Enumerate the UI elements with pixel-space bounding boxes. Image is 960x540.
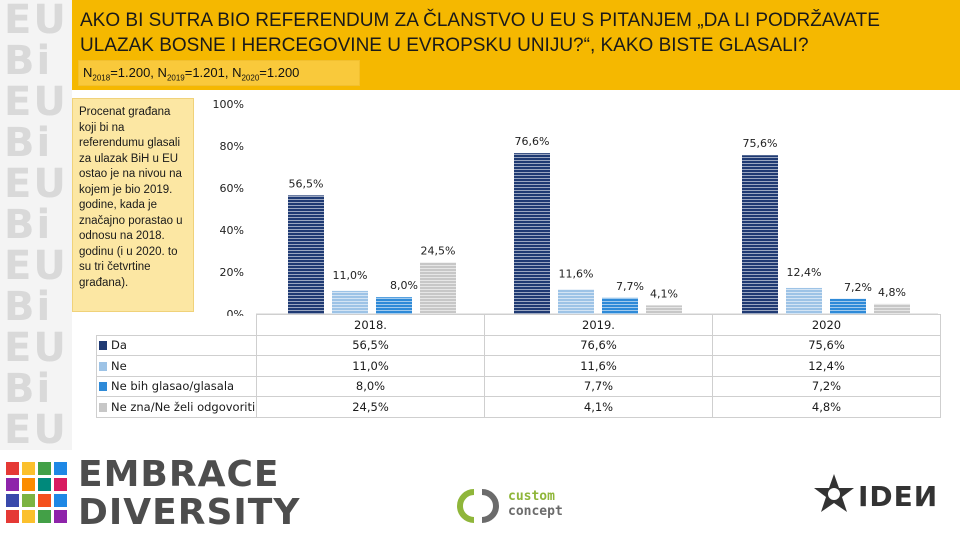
table-cell: 56,5%: [256, 334, 485, 356]
data-label: 11,6%: [559, 268, 594, 281]
series-name: Da: [111, 338, 127, 353]
bar-stripe: [376, 297, 412, 314]
data-label: 11,0%: [333, 269, 368, 282]
strip-glyph: Bi: [4, 366, 53, 412]
bar-stripe: [874, 303, 910, 314]
series-label: Da: [96, 334, 257, 356]
table-cell: 24,5%: [256, 396, 485, 418]
y-tick-label: 100%: [213, 98, 244, 111]
table-row: Ne zna/Ne želi odgovoriti 24,5% 4,1% 4,8%: [96, 396, 941, 418]
sample-size-2019: N2019=1.201,: [157, 65, 233, 83]
data-table: 2018. 2019. 2020 Da 56,5% 76,6% 75,6% Ne 11,0…: [96, 314, 941, 418]
summary-note: Procenat građana koji bi na referendumu …: [72, 98, 194, 312]
bar-stripe: [558, 289, 594, 314]
table-cell: 7,2%: [712, 375, 941, 397]
table-cell: 8,0%: [256, 375, 485, 397]
sample-size-2020: N2020=1.200: [232, 65, 300, 83]
strip-glyph: EU: [4, 407, 68, 450]
data-label: 12,4%: [787, 266, 822, 279]
y-tick-label: 20%: [220, 266, 244, 279]
table-cell: 11,0%: [256, 355, 485, 377]
series-name: Ne: [111, 358, 127, 373]
y-tick-label: 40%: [220, 224, 244, 237]
data-label: 75,6%: [743, 137, 778, 150]
iden-text: IDEИ: [858, 480, 939, 513]
strip-glyph: EU: [4, 325, 68, 371]
legend-key: [99, 402, 107, 412]
bar-stripe: [514, 153, 550, 314]
bar-stripe: [420, 262, 456, 314]
strip-glyph: EU: [4, 161, 68, 207]
column-header: 2018.: [256, 314, 485, 336]
sample-size-2018: N2018=1.200,: [83, 65, 158, 83]
bar-stripe: [830, 298, 866, 314]
data-label: 24,5%: [421, 245, 456, 258]
concept-text: concept: [508, 504, 563, 519]
data-label: 4,1%: [650, 287, 678, 300]
table-cell: 12,4%: [712, 355, 941, 377]
strip-glyph: EU: [4, 0, 68, 43]
strip-glyph: Bi: [4, 202, 53, 248]
data-label: 7,2%: [844, 281, 872, 294]
table-header-row: 2018. 2019. 2020: [97, 314, 941, 336]
data-label: 8,0%: [390, 279, 418, 292]
bar-stripe: [602, 297, 638, 314]
column-header: 2020: [712, 314, 941, 336]
sample-size-box: N2018=1.200, N2019=1.201, N2020=1.200: [78, 60, 360, 86]
strip-glyph: Bi: [4, 38, 53, 84]
legend-key: [99, 382, 107, 392]
page-title: AKO BI SUTRA BIO REFERENDUM ZA ČLANSTVO …: [80, 10, 880, 56]
strip-glyph: EU: [4, 79, 68, 125]
data-label: 4,8%: [878, 286, 906, 299]
star-icon: [814, 474, 854, 512]
data-label: 76,6%: [515, 135, 550, 148]
table-cell: 76,6%: [484, 334, 713, 356]
y-tick-label: 0%: [227, 308, 244, 316]
strip-glyph: Bi: [4, 284, 53, 330]
table-row: Da 56,5% 76,6% 75,6%: [96, 334, 941, 356]
series-label: Ne: [96, 355, 257, 377]
data-label: 56,5%: [289, 177, 324, 190]
iden-logo: IDEИ: [812, 472, 937, 524]
bar-stripe: [742, 155, 778, 314]
legend-key: [99, 341, 107, 351]
series-label: Ne bih glasao/glasala: [96, 375, 257, 397]
embrace-text: EMBRACE: [78, 454, 280, 495]
y-tick-label: 80%: [220, 140, 244, 153]
bar-stripe: [332, 290, 368, 314]
series-name: Ne bih glasao/glasala: [111, 379, 235, 394]
strip-glyph: EU: [4, 243, 68, 289]
legend-key: [99, 361, 107, 371]
table-cell: 11,6%: [484, 355, 713, 377]
table-cell: 75,6%: [712, 334, 941, 356]
embrace-diversity-logo: EMBRACE DIVERSITY: [4, 456, 299, 536]
bar-stripe: [786, 287, 822, 314]
custom-concept-icon: [457, 489, 499, 523]
table-cell: 4,1%: [484, 396, 713, 418]
diversity-text: DIVERSITY: [78, 492, 301, 533]
bar-chart: 0% 20% 40% 60% 80% 100% 56,5% 11,0% 8,0% 24,5% 76,…: [213, 98, 938, 316]
y-tick-label: 60%: [220, 182, 244, 195]
custom-concept-logo: custom concept: [452, 486, 572, 526]
table-cell: 4,8%: [712, 396, 941, 418]
table-row: Ne bih glasao/glasala 8,0% 7,7% 7,2%: [96, 375, 941, 397]
table-cell: 7,7%: [484, 375, 713, 397]
bar-stripe: [646, 305, 682, 314]
header-banner: AKO BI SUTRA BIO REFERENDUM ZA ČLANSTVO …: [72, 0, 960, 90]
series-label: Ne zna/Ne želi odgovoriti: [96, 396, 257, 418]
bar-stripe: [288, 195, 324, 314]
strip-glyph: Bi: [4, 120, 53, 166]
column-header: 2019.: [484, 314, 713, 336]
decorative-strip: EU Bi EU Bi EU Bi EU Bi EU Bi EU: [0, 0, 72, 450]
data-label: 7,7%: [616, 280, 644, 293]
table-row: Ne 11,0% 11,6% 12,4%: [96, 355, 941, 377]
custom-text: custom: [508, 489, 555, 504]
series-name: Ne zna/Ne želi odgovoriti: [111, 399, 256, 414]
